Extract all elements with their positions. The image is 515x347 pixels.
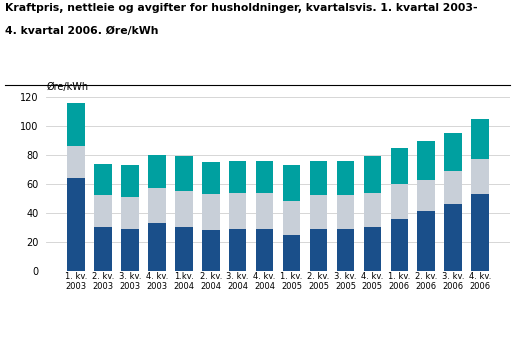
Bar bbox=[444, 171, 462, 204]
Bar bbox=[67, 178, 85, 271]
Bar bbox=[390, 148, 408, 184]
Bar bbox=[121, 197, 139, 229]
Bar bbox=[471, 194, 489, 271]
Bar bbox=[202, 230, 219, 271]
Bar bbox=[283, 201, 300, 235]
Bar bbox=[337, 229, 354, 271]
Bar bbox=[94, 227, 112, 271]
Bar bbox=[94, 164, 112, 195]
Bar bbox=[229, 193, 247, 229]
Bar bbox=[390, 219, 408, 271]
Bar bbox=[202, 194, 219, 230]
Text: Kraftpris, nettleie og avgifter for husholdninger, kvartalsvis. 1. kvartal 2003-: Kraftpris, nettleie og avgifter for hush… bbox=[5, 3, 478, 14]
Bar bbox=[418, 180, 435, 211]
Bar bbox=[390, 184, 408, 219]
Text: Øre/kWh: Øre/kWh bbox=[46, 82, 89, 92]
Bar bbox=[310, 229, 327, 271]
Bar bbox=[67, 103, 85, 146]
Bar bbox=[121, 229, 139, 271]
Bar bbox=[471, 159, 489, 194]
Bar bbox=[418, 211, 435, 271]
Bar bbox=[202, 162, 219, 194]
Bar bbox=[444, 133, 462, 171]
Bar bbox=[283, 235, 300, 271]
Bar bbox=[418, 141, 435, 180]
Bar bbox=[148, 188, 166, 223]
Bar bbox=[175, 191, 193, 227]
Bar bbox=[364, 227, 381, 271]
Bar bbox=[121, 165, 139, 197]
Bar bbox=[229, 161, 247, 193]
Bar bbox=[310, 195, 327, 229]
Bar bbox=[148, 155, 166, 188]
Bar bbox=[256, 161, 273, 193]
Bar bbox=[94, 195, 112, 227]
Bar bbox=[256, 229, 273, 271]
Bar bbox=[256, 193, 273, 229]
Bar bbox=[175, 227, 193, 271]
Bar bbox=[337, 161, 354, 195]
Bar bbox=[148, 223, 166, 271]
Bar bbox=[67, 146, 85, 178]
Bar bbox=[283, 165, 300, 201]
Bar bbox=[310, 161, 327, 195]
Bar bbox=[471, 119, 489, 159]
Bar bbox=[229, 229, 247, 271]
Bar bbox=[444, 204, 462, 271]
Bar bbox=[337, 195, 354, 229]
Bar bbox=[364, 193, 381, 227]
Bar bbox=[364, 156, 381, 193]
Bar bbox=[175, 156, 193, 191]
Text: 4. kvartal 2006. Øre/kWh: 4. kvartal 2006. Øre/kWh bbox=[5, 26, 159, 36]
